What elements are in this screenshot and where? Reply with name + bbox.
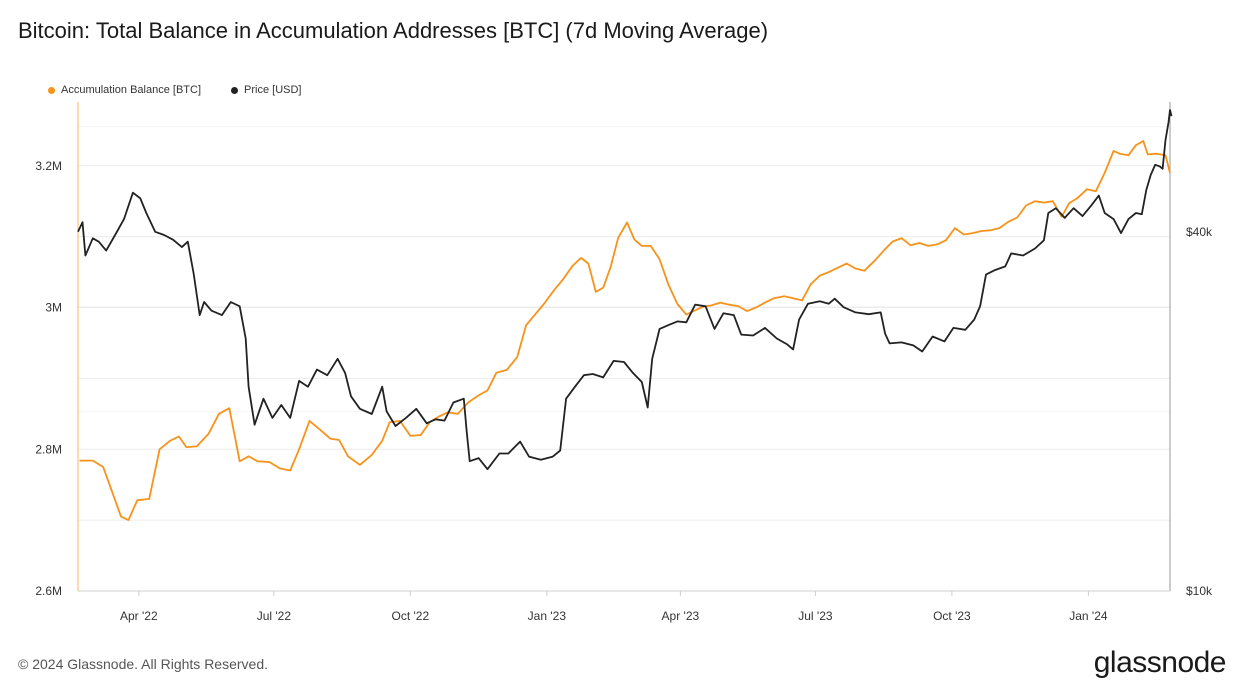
glassnode-logo: glassnode (1093, 646, 1227, 679)
chart-title: Bitcoin: Total Balance in Accumulation A… (18, 18, 769, 43)
legend-item-accumulation[interactable]: Accumulation Balance [BTC] (48, 84, 201, 96)
grid-lines (78, 126, 1170, 592)
price-line (77, 109, 1173, 471)
y-left-tick-label: 3M (45, 301, 62, 315)
y-left-tick-label: 2.6M (35, 584, 62, 598)
x-tick-label: Oct '23 (933, 609, 971, 623)
y-right-tick-label: $10k (1186, 584, 1213, 598)
x-tick-label: Oct '22 (392, 609, 430, 623)
series-lines (77, 109, 1173, 521)
legend-label-price: Price [USD] (244, 84, 302, 96)
x-tick-label: Apr '23 (662, 609, 700, 623)
axes (77, 102, 1171, 596)
y-left-tick-label: 2.8M (35, 442, 62, 456)
x-tick-label: Jul '22 (257, 609, 292, 623)
chart-legend: Accumulation Balance [BTC] Price [USD] (48, 84, 301, 96)
x-tick-label: Apr '22 (120, 609, 158, 623)
x-tick-label: Jan '23 (528, 609, 567, 623)
x-tick-label: Jul '23 (798, 609, 833, 623)
y-right-tick-label: $40k (1186, 225, 1213, 239)
tick-labels: 2.6M 2.8M 3M 3.2M $10k $40k Apr '22 Jul '22 Oct … (35, 159, 1213, 623)
x-tick-label: Jan '24 (1069, 609, 1108, 623)
legend-item-price[interactable]: Price [USD] (231, 84, 301, 96)
y-left-tick-label: 3.2M (35, 159, 62, 173)
legend-label-accumulation: Accumulation Balance [BTC] (61, 84, 202, 96)
legend-dot-accumulation (48, 86, 55, 94)
copyright-text: © 2024 Glassnode. All Rights Reserved. (18, 656, 269, 672)
accumulation-balance-line (79, 140, 1171, 521)
legend-dot-price (231, 86, 239, 94)
